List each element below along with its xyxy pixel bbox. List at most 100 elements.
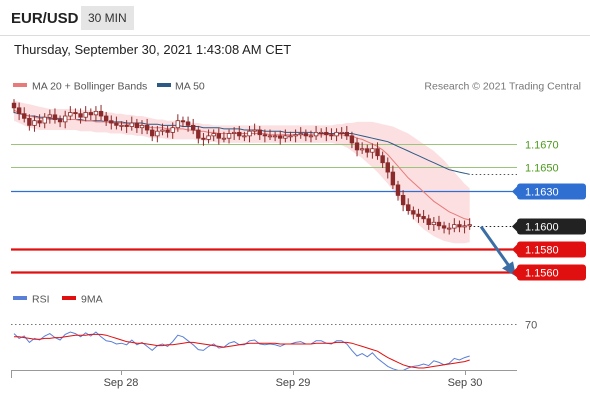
candle [349,131,355,149]
candle-body [313,131,319,137]
candle-body [78,113,83,118]
candle-body [395,184,401,196]
candle-body [150,129,155,137]
candle-body [303,133,309,137]
candle [370,143,375,159]
candle [185,116,191,132]
candle-body [124,124,129,127]
rsi-ma-legend-swatch [62,296,76,300]
candle [288,131,293,142]
candle [22,107,27,123]
candle-body [462,225,467,228]
candle [431,217,437,232]
candle-body [467,224,472,227]
candle-body [298,133,303,136]
level-label-bg-1-1560 [517,264,586,281]
candle-body [278,135,283,139]
candle [375,142,380,160]
candle [52,108,58,124]
candle-body [452,224,457,229]
candle [190,118,196,135]
candle-body [446,227,452,230]
candle-body [185,121,191,126]
candle [313,125,319,140]
candle-body [211,133,216,137]
candle-body [267,135,273,138]
x-tick-label: Sep 30 [448,377,483,389]
ma50-legend-swatch [157,83,171,87]
rsi-legend-swatch [13,296,27,300]
level-label-pointer [512,267,517,278]
candle-body [283,135,288,139]
candle [196,125,201,144]
candle-body [411,210,416,215]
candle-body [139,124,145,129]
candlesticks [11,99,472,235]
candle [201,132,206,146]
candle-body [160,129,165,132]
level-label-1-1670: 1.1670 [525,140,559,152]
candle-body [385,162,390,173]
candle [109,115,114,130]
x-axis-ticks: Sep 28 Sep 29 Sep 30 [104,370,483,389]
candle-body [63,115,68,123]
level-label-1-1580: 1.1580 [525,245,559,257]
candle [216,128,221,145]
candle [441,221,447,234]
candle-body [109,120,114,124]
rsi-legend: RSI 9MA [13,294,103,306]
candle [303,129,309,142]
candle [324,127,329,142]
candle-body [441,225,447,229]
candle-body [231,131,237,134]
ma20-legend-swatch [13,83,27,87]
candle [334,128,339,142]
candle [98,104,104,121]
candle-body [216,133,221,139]
level-label-1-1560: 1.1560 [525,268,559,280]
candle-body [252,129,257,132]
candle [32,115,37,132]
candle-body [119,124,124,127]
level-label-bg-1-1630 [517,183,586,200]
candle-body [201,137,206,140]
candle-body [288,135,293,138]
candle-body [175,120,181,129]
candle [211,129,216,142]
candle [231,127,237,140]
bollinger-band [14,100,470,244]
candle-body [262,134,268,137]
candle [139,120,145,135]
candle-body [170,127,175,133]
candle-body [73,112,78,115]
candle-body [129,122,134,127]
candle [47,109,53,124]
candle-body [272,135,278,138]
candle [344,125,349,140]
candle-body [22,113,27,119]
candle-body [359,148,365,151]
level-label-bg-1-1600 [517,218,586,235]
candle-body [83,112,88,118]
timeframe-button[interactable]: 30 MIN [81,6,134,30]
candle [150,125,155,142]
candle-body [344,131,349,137]
candle-body [237,131,242,137]
candle-body [32,120,37,126]
candle [237,125,242,140]
candle [160,123,165,136]
candle-body [155,130,160,137]
forecast-arrow-shaft [479,225,512,269]
candle [42,113,47,129]
candle [400,190,406,212]
candle-body [27,117,32,126]
candle-body [242,135,247,138]
ma20-legend-label: MA 20 + Bollinger Bands [32,81,147,93]
candle [467,218,472,230]
candle-body [134,122,140,129]
candle-body [114,122,119,126]
candle-body [365,148,370,153]
candle-body [42,116,47,124]
candle-body [380,155,385,164]
